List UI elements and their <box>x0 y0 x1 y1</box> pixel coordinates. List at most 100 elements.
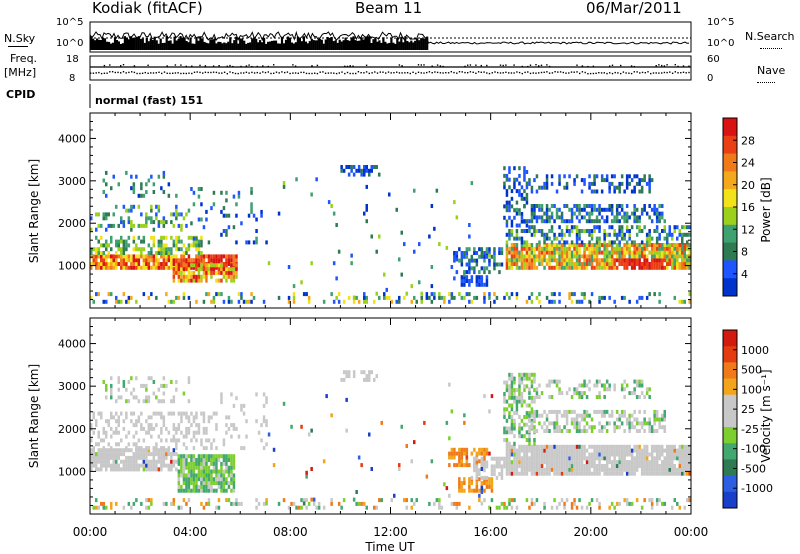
velocity-cell <box>490 394 494 399</box>
power-cell <box>573 204 576 208</box>
velocity-cell <box>570 456 574 461</box>
velocity-cell <box>458 484 461 489</box>
velocity-cell <box>147 448 151 453</box>
nsky-bar <box>400 36 403 50</box>
velocity-cell <box>415 498 418 503</box>
velocity-cell <box>483 464 486 469</box>
velocity-cell <box>92 455 95 460</box>
velocity-cell <box>686 471 689 476</box>
velocity-cell <box>505 452 509 457</box>
velocity-cell <box>678 471 681 476</box>
velocity-cell <box>110 411 113 416</box>
power-cell <box>235 254 238 259</box>
power-cell <box>648 240 651 245</box>
nsky-bar <box>312 40 315 50</box>
power-cell <box>428 234 431 239</box>
power-cell <box>518 181 521 186</box>
velocity-cell <box>195 484 198 489</box>
velocity-cell <box>300 424 303 429</box>
nave-point <box>557 71 559 73</box>
power-cell <box>187 295 191 300</box>
power-cell <box>548 262 551 266</box>
nave-point <box>215 71 218 74</box>
nsky-bar <box>322 43 325 50</box>
power-cell <box>120 235 123 240</box>
velocity-cell <box>513 434 516 439</box>
nsky-bar <box>237 43 240 50</box>
velocity-cell <box>568 460 571 465</box>
velocity-cell <box>227 481 231 485</box>
velocity-cell <box>162 419 166 424</box>
velocity-cell <box>215 488 218 493</box>
power-cell <box>560 243 564 247</box>
velocity-cell <box>217 469 221 474</box>
power-cell <box>628 262 631 266</box>
velocity-cell <box>513 441 516 446</box>
velocity-cell <box>548 460 551 465</box>
velocity-cell <box>510 380 514 385</box>
power-cell <box>570 258 574 263</box>
nsky-bar <box>424 38 427 50</box>
velocity-cell <box>525 452 529 457</box>
power-cell <box>465 247 469 252</box>
power-cell <box>505 258 509 263</box>
velocity-cell <box>528 434 531 439</box>
power-cell <box>688 292 691 297</box>
velocity-cell <box>157 399 161 404</box>
velocity-cell <box>510 388 514 393</box>
power-cell <box>560 246 564 251</box>
power-cell <box>645 240 649 245</box>
velocity-cell <box>145 463 148 468</box>
velocity-cell <box>187 426 191 431</box>
velocity-cell <box>312 497 316 502</box>
power-cell <box>570 262 574 266</box>
velocity-cell <box>117 376 120 381</box>
velocity-cell <box>590 429 594 433</box>
power-cell <box>671 265 674 270</box>
velocity-cell <box>580 391 584 396</box>
power-cell <box>485 247 489 252</box>
velocity-cell <box>583 379 586 384</box>
velocity-cell <box>490 468 494 473</box>
velocity-cell <box>485 460 489 465</box>
velocity-cell <box>633 456 636 461</box>
power-cell <box>585 229 589 233</box>
velocity-cell <box>505 426 509 431</box>
nave-point <box>513 72 515 74</box>
power-cell <box>443 295 446 300</box>
velocity-cell <box>598 467 601 472</box>
velocity-cell <box>508 460 511 465</box>
velocity-cell <box>633 417 636 422</box>
power-cell <box>120 247 123 252</box>
velocity-cell <box>210 454 213 459</box>
velocity-cell <box>520 456 524 461</box>
velocity-cell <box>655 501 659 506</box>
nave-point <box>548 72 551 74</box>
power-cell <box>595 243 599 247</box>
velocity-cell <box>605 379 609 384</box>
velocity-cell <box>580 417 584 422</box>
power-cell <box>540 215 544 220</box>
power-cell <box>638 178 641 183</box>
velocity-cell <box>212 438 216 443</box>
velocity-cell <box>538 413 541 418</box>
power-cell <box>182 254 186 259</box>
velocity-cell <box>510 407 514 412</box>
nave-point <box>335 72 338 75</box>
power-cell <box>633 262 636 266</box>
nave-point <box>128 71 130 74</box>
velocity-cell <box>225 488 228 493</box>
power-cell <box>122 262 126 266</box>
velocity-cell <box>558 467 561 472</box>
power-cell <box>350 168 353 173</box>
power-cell <box>548 243 551 247</box>
velocity-cell <box>212 461 216 466</box>
power-cell <box>650 243 654 247</box>
nsky-bar <box>352 36 355 50</box>
velocity-cell <box>505 460 509 465</box>
power-cell <box>640 262 644 266</box>
power-cell <box>558 250 561 255</box>
velocity-cell <box>310 497 313 502</box>
power-cell <box>553 250 556 255</box>
velocity-cell <box>583 471 586 476</box>
